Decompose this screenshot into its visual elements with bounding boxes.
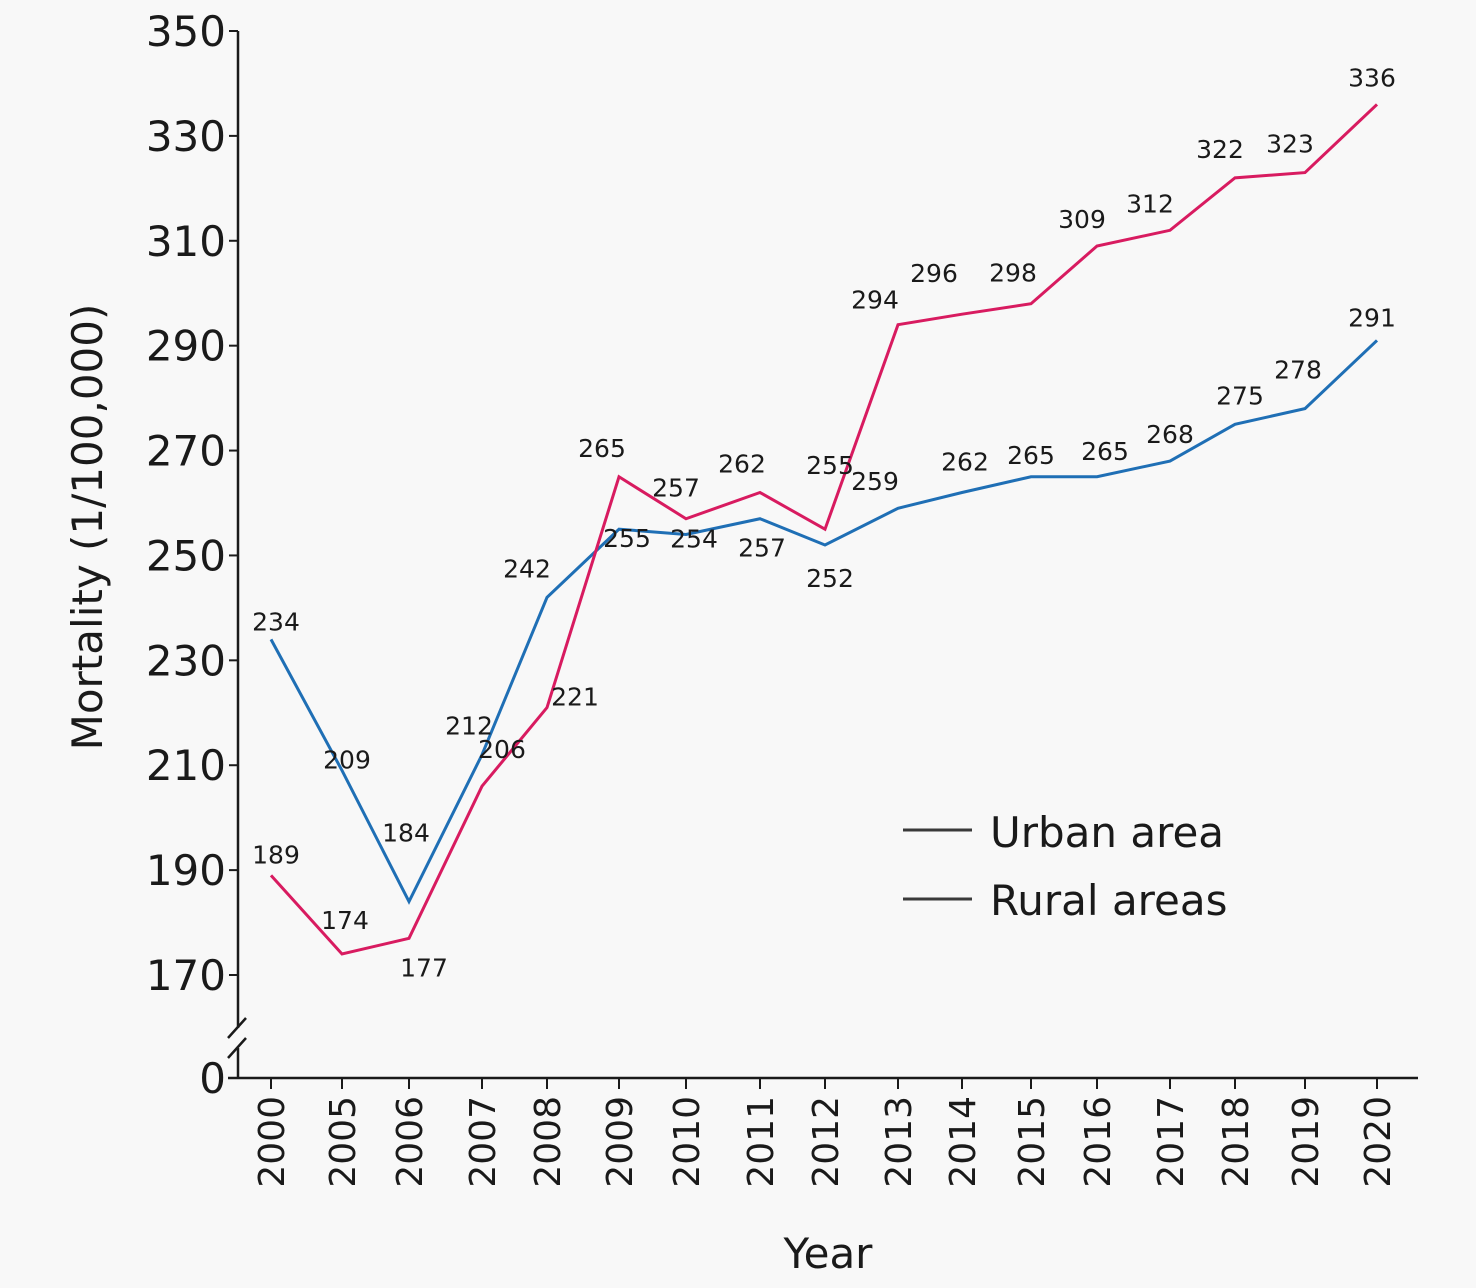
y-tick-label: 170 [146, 951, 226, 1000]
x-tick-label: 2005 [323, 1096, 364, 1188]
y-tick-label: 270 [146, 427, 226, 476]
data-label-urban: 257 [652, 474, 700, 503]
x-axis-title: Year [783, 1229, 874, 1278]
x-tick-label: 2014 [943, 1096, 984, 1188]
y-tick-label: 350 [146, 7, 226, 56]
y-tick-label: 190 [146, 846, 226, 895]
axis-break-mark-upper [227, 1017, 247, 1039]
y-tick-label: 0 [199, 1054, 226, 1103]
x-tick-label: 2013 [879, 1096, 920, 1188]
data-label-rural: 265 [1081, 437, 1129, 466]
legend-label-rural: Rural areas [990, 876, 1227, 925]
x-tick-label: 2012 [806, 1096, 847, 1188]
y-tick-label: 210 [146, 741, 226, 790]
legend-label-urban: Urban area [990, 808, 1224, 857]
x-tick-label: 2006 [390, 1096, 431, 1188]
data-label-urban: 265 [578, 434, 626, 463]
data-label-rural: 275 [1216, 381, 1264, 410]
x-tick-label: 2010 [667, 1096, 708, 1188]
y-axis-title: Mortality (1/100,000) [63, 304, 112, 751]
y-ticks: 0 170 190 210 230 250 270 290 310 330 350 [146, 7, 238, 1103]
y-tick-label: 310 [146, 217, 226, 266]
series-line-urban [269, 103, 1379, 956]
data-label-urban: 309 [1058, 205, 1106, 234]
data-label-rural: 252 [806, 564, 854, 593]
data-label-rural: 255 [603, 524, 651, 553]
x-tick-label: 2016 [1078, 1096, 1119, 1188]
data-label-rural: 278 [1274, 356, 1322, 385]
data-label-rural: 212 [445, 712, 493, 741]
data-label-rural: 259 [851, 467, 899, 496]
data-label-urban: 312 [1126, 189, 1174, 218]
data-label-rural: 265 [1007, 441, 1055, 470]
data-label-rural: 262 [941, 448, 989, 477]
x-tick-label: 2020 [1358, 1096, 1399, 1188]
series-line-rural [269, 339, 1379, 905]
x-tick-label: 2011 [741, 1096, 782, 1188]
y-tick-label: 290 [146, 322, 226, 371]
data-label-urban: 206 [478, 735, 526, 764]
series-lines [269, 103, 1379, 956]
data-label-urban: 177 [400, 953, 448, 982]
x-tick-label: 2019 [1286, 1096, 1327, 1188]
data-label-rural: 268 [1146, 420, 1194, 449]
data-label-rural: 254 [670, 524, 718, 553]
x-tick-label: 2007 [463, 1096, 504, 1188]
data-label-urban: 336 [1348, 63, 1396, 92]
data-label-rural: 234 [252, 607, 300, 636]
y-tick-label: 330 [146, 112, 226, 161]
data-label-urban: 294 [851, 286, 899, 315]
data-label-urban: 298 [989, 259, 1037, 288]
data-label-urban: 174 [321, 906, 369, 935]
x-tick-label: 2018 [1216, 1096, 1257, 1188]
data-labels: 189 174 177 206 221 265 257 262 255 294 296 298 309 3… [252, 63, 1396, 982]
data-label-urban: 255 [806, 451, 854, 480]
x-tick-label: 2017 [1151, 1096, 1192, 1188]
data-label-rural: 209 [323, 745, 371, 774]
data-label-urban: 296 [910, 259, 958, 288]
data-label-urban: 221 [551, 683, 599, 712]
x-tick-label: 2000 [252, 1096, 293, 1188]
axis-break-mark-lower [227, 1037, 247, 1059]
axes [227, 31, 1418, 1080]
y-tick-label: 230 [146, 636, 226, 685]
data-label-urban: 189 [252, 840, 300, 869]
data-label-urban: 323 [1266, 130, 1314, 159]
data-label-urban: 322 [1196, 135, 1244, 164]
data-label-rural: 257 [738, 534, 786, 563]
data-label-rural: 242 [503, 554, 551, 583]
data-label-rural: 291 [1348, 303, 1396, 332]
y-tick-label: 250 [146, 531, 226, 580]
x-ticks: 2000 2005 2006 2007 2008 2009 2010 2011 2012 2013… [252, 1078, 1399, 1188]
x-tick-label: 2015 [1012, 1096, 1053, 1188]
x-tick-label: 2008 [528, 1096, 569, 1188]
data-label-urban: 262 [718, 450, 766, 479]
legend: Urban area Rural areas [903, 808, 1227, 925]
data-label-rural: 184 [382, 819, 430, 848]
x-tick-label: 2009 [600, 1096, 641, 1188]
